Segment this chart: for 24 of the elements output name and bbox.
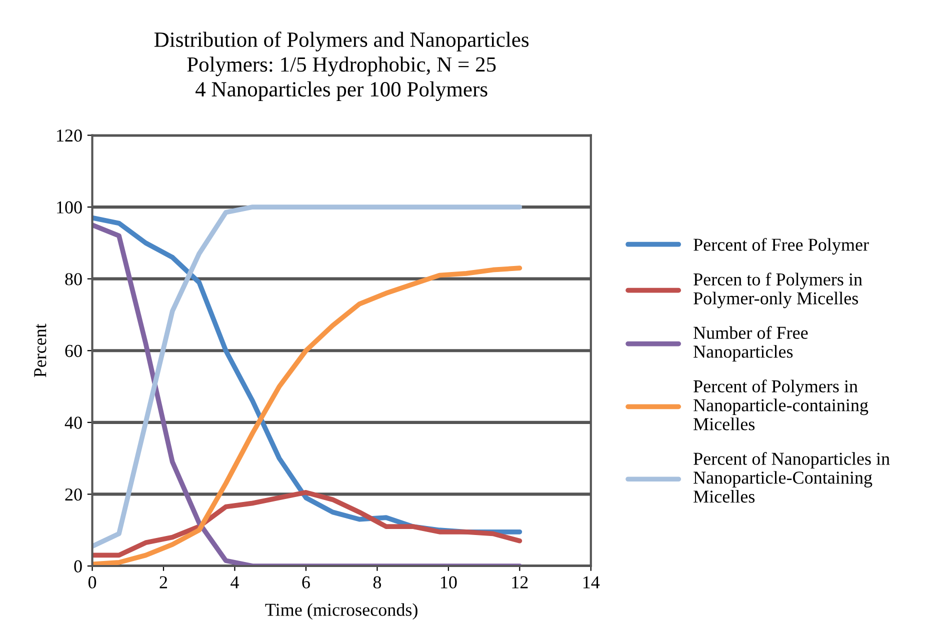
y-tick-label: 80: [65, 273, 82, 286]
x-tick-label: 0: [88, 576, 96, 588]
x-tick-label: 12: [512, 576, 528, 588]
y-tick-label: 40: [64, 416, 82, 429]
y-tick-label: 120: [57, 130, 82, 142]
x-tick-label: 14: [583, 576, 600, 588]
chart-title: Distribution of Polymers and Nanoparticles Polymers: 1/5 Hydrophobic, N = 25 4 Nanoparticles per 100 Polymers: [154, 32, 529, 102]
y-tick-label: 100: [57, 201, 82, 214]
legend-label: Percen to f Polymers in Polymer-only Micelles: [694, 272, 862, 308]
y-axis-title: Percent: [34, 324, 46, 378]
x-tick-label: 2: [160, 576, 168, 588]
legend-label: Percent of Free Polymer: [694, 238, 869, 255]
legend-label: Number of Free Nanoparticles: [694, 326, 808, 362]
x-tick-label: 6: [302, 576, 310, 588]
x-tick-label: 8: [373, 576, 382, 588]
x-axis-title: Time (microseconds): [265, 603, 418, 620]
legend-label: Percent of Polymers in Nanoparticle-containing Micelles: [694, 380, 868, 430]
y-tick-label: 60: [65, 344, 82, 358]
x-tick-label: 10: [440, 576, 457, 588]
y-tick-label: 0: [74, 560, 82, 572]
y-tick-label: 20: [65, 488, 82, 501]
line-series: [92, 490, 522, 558]
x-tick-label: 4: [230, 576, 239, 588]
legend-label: Percent of Nanoparticles in Nanoparticle-Containing Micelles: [694, 452, 890, 503]
